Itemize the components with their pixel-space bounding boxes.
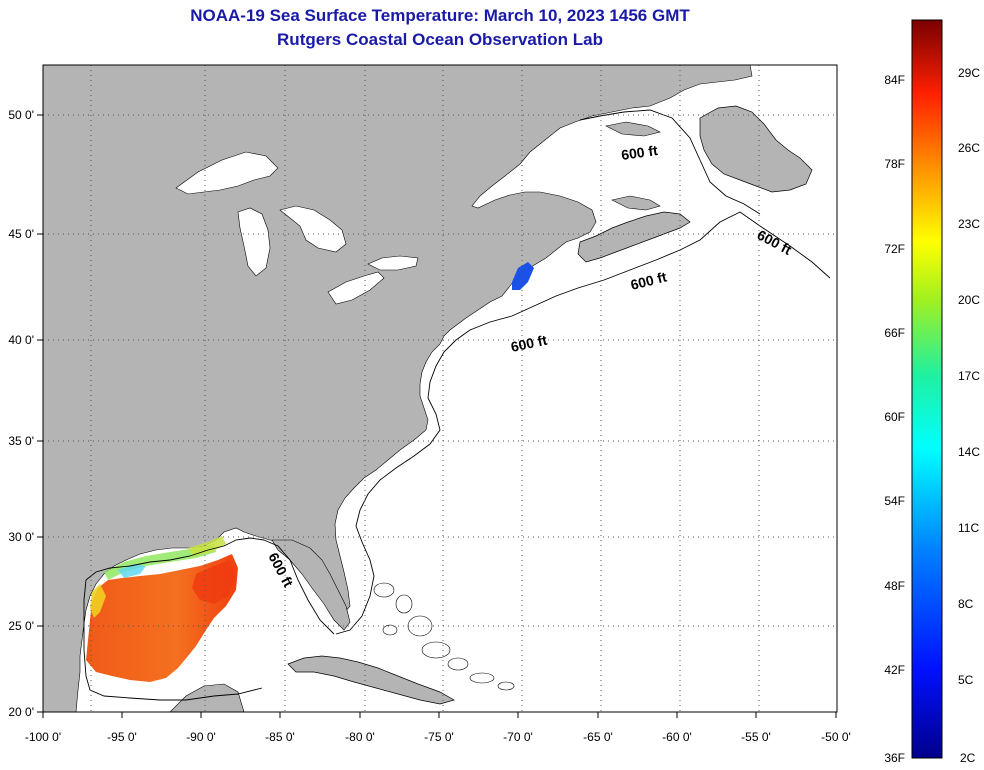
- landmass-pei: [611, 195, 661, 211]
- isobath-label: 600 ft: [509, 332, 548, 355]
- sst-gulf-cool-band: [104, 544, 216, 580]
- landmass-yucatan: [169, 683, 245, 712]
- landmass-anticosti: [605, 121, 661, 137]
- colorbar-f-label: 60F: [884, 410, 905, 424]
- landmass-north-america: [43, 65, 753, 712]
- colorbar-c-label: 29C: [958, 66, 980, 80]
- y-tick-label: 30 0': [8, 530, 34, 544]
- sst-gulf-hot: [192, 560, 236, 604]
- colorbar: [911, 19, 943, 759]
- x-tick-label: -75 0': [424, 730, 454, 744]
- sst-gulf-of-maine: [512, 262, 534, 290]
- y-axis-labels: 50 0' 45 0' 40 0' 35 0' 30 0' 25 0' 20 0…: [8, 108, 34, 719]
- x-axis-labels: -100 0' -95 0' -90 0' -85 0' -80 0' -75 …: [25, 730, 851, 744]
- landmass-newfoundland: [699, 105, 813, 193]
- x-tick-label: -50 0': [821, 730, 851, 744]
- colorbar-c-label: 11C: [958, 521, 979, 535]
- landmass-florida: [271, 539, 351, 631]
- bahamas-islands: [373, 582, 515, 691]
- colorbar-f-label: 78F: [884, 157, 905, 171]
- map-subtitle: Rutgers Coastal Ocean Observation Lab: [277, 30, 603, 49]
- sst-gulf-cyan: [118, 564, 146, 578]
- colorbar-f-label: 66F: [884, 326, 905, 340]
- x-tick-label: -85 0': [265, 730, 295, 744]
- x-tick-label: -55 0': [741, 730, 771, 744]
- colorbar-c-label: 14C: [958, 445, 980, 459]
- lake-superior: [175, 151, 279, 195]
- colorbar-c-label: 5C: [958, 673, 974, 687]
- colorbar-c-label: 26C: [958, 141, 980, 155]
- isobath-label: 600 ft: [620, 142, 659, 163]
- colorbar-f-label: 84F: [884, 73, 905, 87]
- x-tick-label: -95 0': [107, 730, 137, 744]
- y-tick-label: 25 0': [8, 619, 34, 633]
- colorbar-f-label: 72F: [884, 242, 905, 256]
- x-tick-label: -70 0': [503, 730, 533, 744]
- x-tick-label: -80 0': [345, 730, 375, 744]
- colorbar-f-label: 54F: [884, 494, 905, 508]
- sst-gulf-west-yellow: [90, 584, 106, 618]
- y-tick-label: 40 0': [8, 333, 34, 347]
- y-tick-label: 50 0': [8, 108, 34, 122]
- y-tick-label: 35 0': [8, 434, 34, 448]
- x-tick-label: -60 0': [662, 730, 692, 744]
- colorbar-c-label: 20C: [958, 293, 980, 307]
- x-tick-label: -65 0': [583, 730, 613, 744]
- landmass-nova-scotia: [577, 211, 691, 263]
- lake-michigan: [237, 207, 271, 277]
- lake-ontario: [367, 255, 419, 271]
- y-tick-label: 20 0': [8, 705, 34, 719]
- colorbar-f-label: 48F: [884, 579, 905, 593]
- colorbar-f-label: 42F: [884, 663, 905, 677]
- colorbar-c-label: 17C: [958, 369, 980, 383]
- colorbar-c-label: 8C: [958, 597, 974, 611]
- colorbar-c-labels: 29C 26C 23C 20C 17C 14C 11C 8C 5C 2C: [958, 66, 980, 765]
- map-title: NOAA-19 Sea Surface Temperature: March 1…: [190, 6, 690, 25]
- colorbar-c-label: 2C: [960, 751, 976, 765]
- lake-erie: [327, 271, 385, 305]
- landmass-cuba: [287, 655, 455, 705]
- colorbar-f-labels: 84F 78F 72F 66F 60F 54F 48F 42F 36F: [884, 73, 905, 765]
- y-tick-label: 45 0': [8, 227, 34, 241]
- map-frame: [42, 64, 838, 713]
- colorbar-f-label: 36F: [884, 751, 905, 765]
- tick-marks: [37, 114, 837, 718]
- colorbar-c-label: 23C: [958, 217, 980, 231]
- isobath-600ft: [83, 109, 831, 701]
- lake-huron: [279, 205, 347, 253]
- sst-gulf-coastal-green: [188, 536, 226, 556]
- x-tick-label: -90 0': [186, 730, 216, 744]
- x-tick-label: -100 0': [25, 730, 61, 744]
